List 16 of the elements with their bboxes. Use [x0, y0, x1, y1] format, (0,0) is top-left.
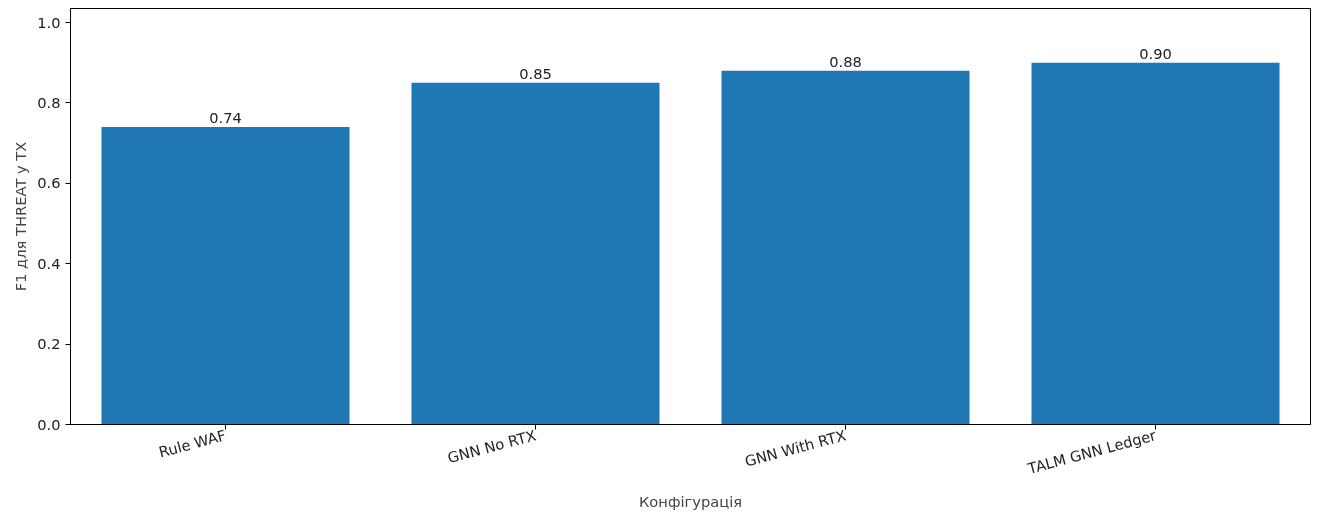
x-axis-title: Конфігурація [638, 493, 743, 511]
y-tick-label: 0.8 [37, 93, 61, 111]
data-label: 0.88 [829, 52, 862, 70]
y-tick-label: 0.0 [37, 415, 61, 433]
y-tick-label: 0.6 [37, 174, 61, 192]
x-tick-label: GNN No RTX [445, 426, 538, 467]
x-tick-label: TALM GNN Ledger [1025, 426, 1159, 478]
data-label: 0.90 [1139, 44, 1172, 62]
y-tick-label: 0.4 [37, 254, 61, 272]
y-axis-title: F1 для THREAT у TX [12, 141, 30, 292]
data-label: 0.74 [209, 109, 242, 127]
y-tick-label: 1.0 [37, 13, 61, 31]
data-label: 0.85 [519, 64, 552, 82]
x-tick-label: Rule WAF [156, 426, 228, 461]
x-tick-label: GNN With RTX [742, 426, 848, 470]
y-tick-label: 0.2 [37, 335, 61, 353]
